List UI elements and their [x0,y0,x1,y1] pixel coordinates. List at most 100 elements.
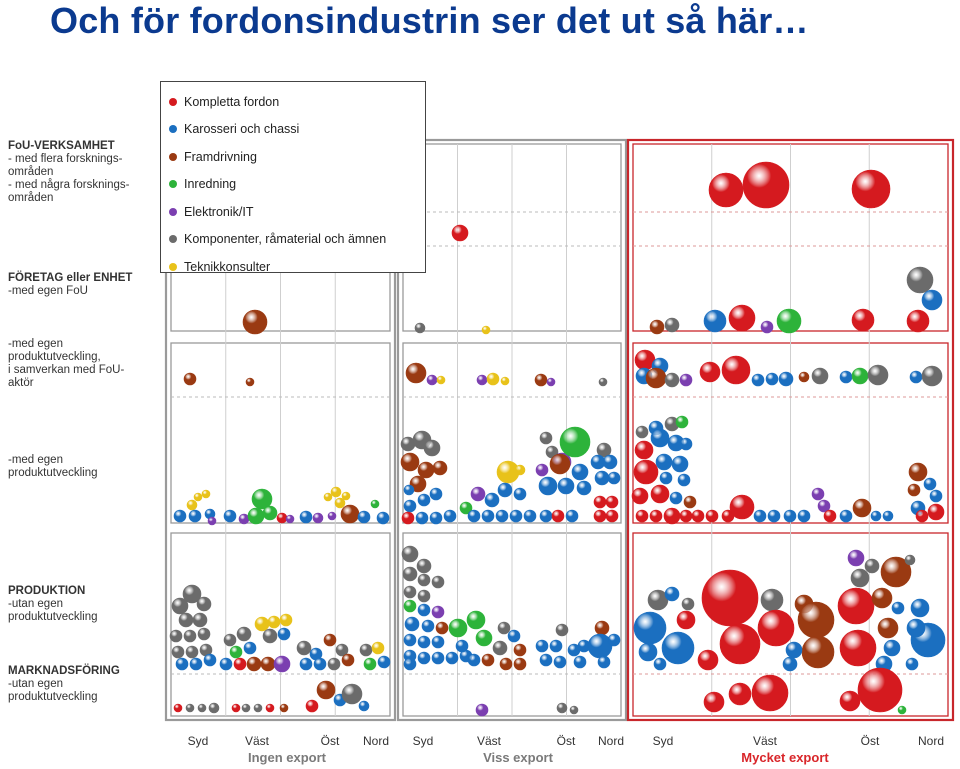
bubble [683,495,697,509]
export-group-label: Mycket export [741,750,829,765]
region-tick-label: Syd [188,734,209,748]
bubble [415,511,429,525]
bubble [669,491,683,505]
bubble [417,651,431,665]
bubble [867,364,889,386]
bubble [546,377,556,387]
bubble [371,641,385,655]
bubble [260,656,276,672]
bubble [245,377,255,387]
bubble [839,690,861,712]
bubble [276,512,288,524]
bubble [470,486,486,502]
bubble [837,587,875,625]
bubble [323,492,333,502]
bubble [253,703,263,713]
row-label: FÖRETAG eller ENHET -med egen FoU [8,272,163,298]
bubble [905,657,919,671]
bubble [459,501,473,515]
bubble [513,657,527,671]
legend-swatch [169,207,177,216]
bubble [296,640,312,656]
bubble [897,705,907,715]
bubble [484,492,500,508]
region-tick-label: Syd [653,734,674,748]
bubble [664,317,680,333]
bubble [909,370,923,384]
bubble [927,503,945,521]
bubble [405,362,427,384]
bubble [553,655,567,669]
bubble [197,627,211,641]
bubble [404,616,420,632]
bubble [631,487,649,505]
bubble [596,442,612,458]
bubble [223,633,237,647]
bubble [414,322,426,334]
bubble [171,645,185,659]
bubble [907,483,921,497]
bubble [728,682,752,706]
bubble [376,511,390,525]
bubble [208,702,220,714]
row-label-line: -med egen [8,338,63,350]
bubble [238,513,250,525]
export-group-frame [626,138,955,722]
bubble [403,484,415,496]
bubble [877,617,899,639]
bubble [175,657,189,671]
bubble [664,586,680,602]
bubble [778,371,794,387]
row-label-line: aktör [8,377,34,389]
bubble [431,605,445,619]
bubble [565,509,579,523]
bubble [497,482,513,498]
chart-legend: Kompletta fordon Karosseri och chassi Fram… [160,81,426,274]
legend-label: Teknikkonsulter [184,259,271,274]
legend-swatch [169,180,177,189]
legend-item: Inredning [169,171,425,199]
bubble [851,308,875,332]
bubble [607,471,621,485]
bubble [443,509,457,523]
bubble [429,511,443,525]
bubble [891,601,905,615]
bubble [697,649,719,671]
bubble [852,498,872,518]
bubble [607,633,621,647]
bubble [751,674,789,712]
bubble [421,619,435,633]
row-label-line: produktutveckling [8,691,98,703]
bubble [475,703,489,717]
bubble [207,516,217,526]
row-label-heading: PRODUKTION [8,585,86,597]
bubble [701,569,759,627]
bubble [189,657,203,671]
bubble [262,505,278,521]
bubble [593,495,607,509]
bubble [534,373,548,387]
bubble [921,289,943,311]
bubble [535,639,549,653]
bubble [923,477,937,491]
bubble [594,470,610,486]
bubble [571,463,589,481]
region-tick-label: Öst [557,734,576,748]
bubble [663,507,681,525]
legend-swatch [169,235,177,244]
export-group-frame [396,138,628,722]
bubble [760,588,784,612]
bubble [316,680,336,700]
row-label-line: produktutveckling, [8,351,101,363]
bubble [370,499,380,509]
bubble [538,476,558,496]
bubble [285,514,295,524]
bubble [906,266,934,294]
bubble [229,645,243,659]
export-group-label: Viss export [483,750,554,765]
bubble [782,656,798,672]
row-label-line: områden [8,166,54,178]
region-tick-label: Nord [363,734,389,748]
bubble [910,598,930,618]
bubble [679,509,693,523]
